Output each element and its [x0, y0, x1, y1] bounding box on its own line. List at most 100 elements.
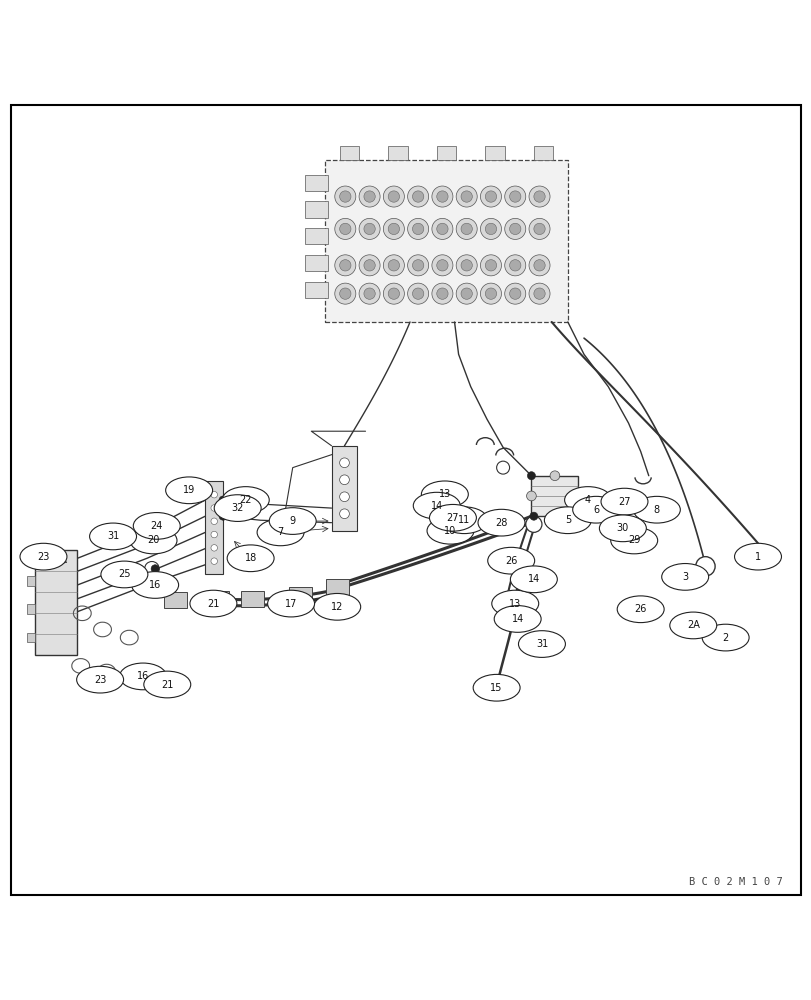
Text: 2A: 2A: [686, 620, 699, 630]
Circle shape: [456, 255, 477, 276]
Circle shape: [407, 283, 428, 304]
Ellipse shape: [518, 631, 564, 657]
Text: 13: 13: [508, 599, 521, 609]
Circle shape: [358, 283, 380, 304]
Ellipse shape: [661, 564, 708, 590]
Ellipse shape: [144, 671, 191, 698]
Circle shape: [533, 191, 544, 202]
Ellipse shape: [440, 507, 487, 534]
Circle shape: [549, 471, 559, 481]
Bar: [304, 282, 327, 298]
Ellipse shape: [610, 527, 657, 554]
Circle shape: [383, 283, 404, 304]
Ellipse shape: [227, 545, 274, 572]
Text: 32: 32: [231, 503, 243, 513]
Text: 16: 16: [137, 671, 149, 681]
Circle shape: [339, 458, 349, 468]
Circle shape: [211, 491, 217, 498]
Circle shape: [358, 186, 380, 207]
Circle shape: [211, 531, 217, 538]
Circle shape: [431, 186, 453, 207]
Text: 14: 14: [511, 614, 523, 624]
Bar: [164, 592, 187, 608]
Circle shape: [334, 255, 355, 276]
Circle shape: [529, 512, 537, 520]
Circle shape: [339, 223, 350, 235]
Circle shape: [526, 472, 534, 480]
Ellipse shape: [427, 517, 474, 544]
Circle shape: [339, 492, 349, 502]
Ellipse shape: [133, 513, 180, 539]
Circle shape: [383, 218, 404, 239]
Circle shape: [480, 218, 501, 239]
Circle shape: [339, 191, 350, 202]
Circle shape: [480, 283, 501, 304]
Circle shape: [461, 223, 472, 235]
Circle shape: [431, 255, 453, 276]
Text: 23: 23: [37, 552, 49, 562]
Ellipse shape: [313, 593, 360, 620]
Bar: [339, 146, 358, 160]
Text: 8: 8: [653, 505, 659, 515]
Circle shape: [363, 191, 375, 202]
Ellipse shape: [20, 543, 67, 570]
Bar: [325, 579, 348, 595]
Circle shape: [509, 260, 521, 271]
Bar: [530, 476, 577, 516]
Circle shape: [407, 255, 428, 276]
Circle shape: [339, 288, 350, 299]
Circle shape: [412, 288, 423, 299]
Text: 30: 30: [616, 523, 629, 533]
Circle shape: [533, 223, 544, 235]
Text: 21: 21: [207, 599, 219, 609]
Circle shape: [339, 260, 350, 271]
Ellipse shape: [599, 515, 646, 542]
Ellipse shape: [269, 508, 315, 534]
Bar: [206, 591, 229, 607]
Ellipse shape: [473, 674, 520, 701]
Circle shape: [485, 260, 496, 271]
Ellipse shape: [130, 527, 177, 554]
Circle shape: [526, 491, 535, 501]
Text: 26: 26: [633, 604, 646, 614]
Circle shape: [549, 511, 559, 521]
Ellipse shape: [572, 496, 619, 523]
Bar: [289, 587, 311, 604]
Bar: [331, 446, 357, 531]
Circle shape: [211, 558, 217, 564]
Circle shape: [436, 223, 448, 235]
Text: 3: 3: [681, 572, 688, 582]
Circle shape: [388, 223, 399, 235]
Text: 27: 27: [446, 513, 458, 523]
Circle shape: [456, 218, 477, 239]
Text: 13: 13: [438, 489, 450, 499]
Circle shape: [363, 260, 375, 271]
Text: 10: 10: [444, 526, 456, 536]
Text: 14: 14: [527, 574, 539, 584]
Ellipse shape: [190, 590, 237, 617]
Circle shape: [436, 191, 448, 202]
Circle shape: [504, 255, 525, 276]
Ellipse shape: [669, 612, 716, 639]
Circle shape: [219, 512, 227, 520]
Circle shape: [339, 475, 349, 485]
Text: 23: 23: [94, 675, 106, 685]
Text: 18: 18: [244, 553, 256, 563]
Ellipse shape: [165, 477, 212, 504]
Circle shape: [496, 461, 509, 474]
Circle shape: [363, 223, 375, 235]
Circle shape: [412, 260, 423, 271]
Circle shape: [533, 288, 544, 299]
Circle shape: [334, 218, 355, 239]
Ellipse shape: [543, 507, 590, 534]
Circle shape: [573, 491, 582, 501]
Text: 25: 25: [118, 569, 131, 579]
Text: 9: 9: [290, 516, 295, 526]
Circle shape: [151, 565, 159, 573]
Circle shape: [211, 545, 217, 551]
Text: 12: 12: [331, 602, 343, 612]
Circle shape: [388, 260, 399, 271]
Circle shape: [528, 283, 549, 304]
Circle shape: [504, 186, 525, 207]
Bar: [485, 146, 504, 160]
